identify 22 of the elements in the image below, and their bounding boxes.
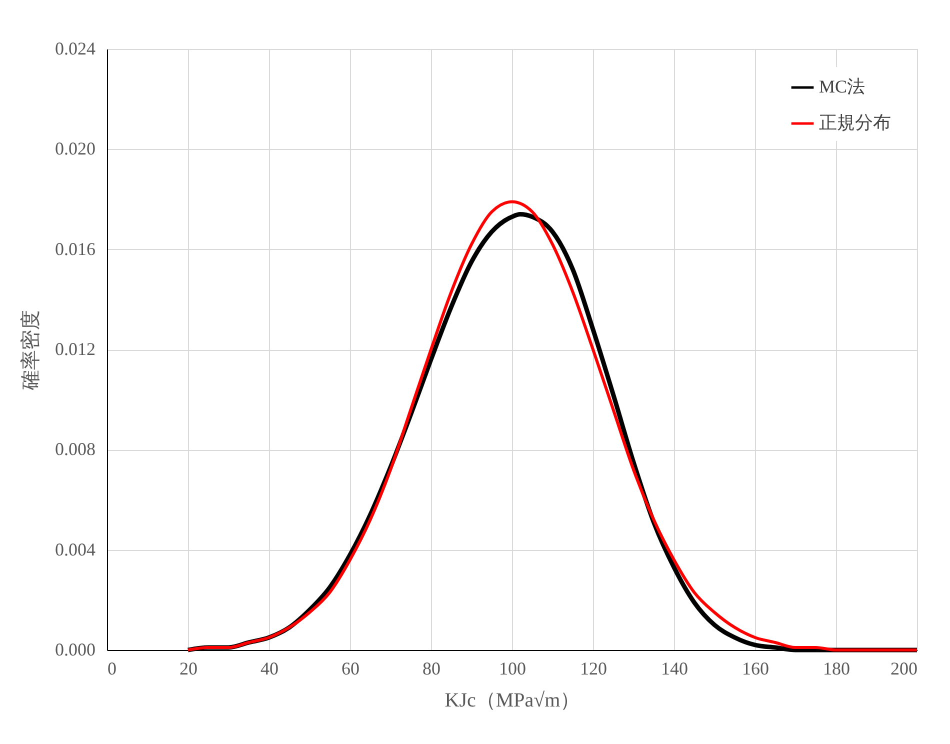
x-axis-title: KJc（MPa√m）	[444, 690, 580, 712]
x-tick-label: 120	[580, 658, 607, 678]
x-tick-label: 100	[499, 658, 526, 678]
y-tick-label: 0.016	[55, 238, 96, 259]
x-tick-label: 0	[108, 658, 116, 678]
legend-label: 正規分布	[819, 112, 891, 132]
y-tick-label: 0.004	[55, 539, 96, 560]
x-tick-label: 180	[823, 658, 850, 678]
y-tick-label: 0.024	[55, 38, 96, 58]
y-axis-title: 確率密度	[20, 310, 42, 391]
x-tick-label: 160	[742, 658, 769, 678]
x-tick-label: 200	[890, 658, 918, 678]
legend-label: MC法	[819, 76, 866, 96]
y-tick-label: 0.020	[55, 138, 96, 159]
x-tick-label: 20	[180, 658, 198, 678]
x-tick-label: 60	[342, 658, 360, 678]
y-tick-label: 0.000	[55, 640, 96, 660]
x-tick-label: 40	[260, 658, 278, 678]
y-tick-label: 0.008	[55, 439, 96, 460]
y-tick-label: 0.012	[55, 339, 96, 359]
x-tick-label: 140	[661, 658, 688, 678]
x-tick-label: 80	[422, 658, 440, 678]
